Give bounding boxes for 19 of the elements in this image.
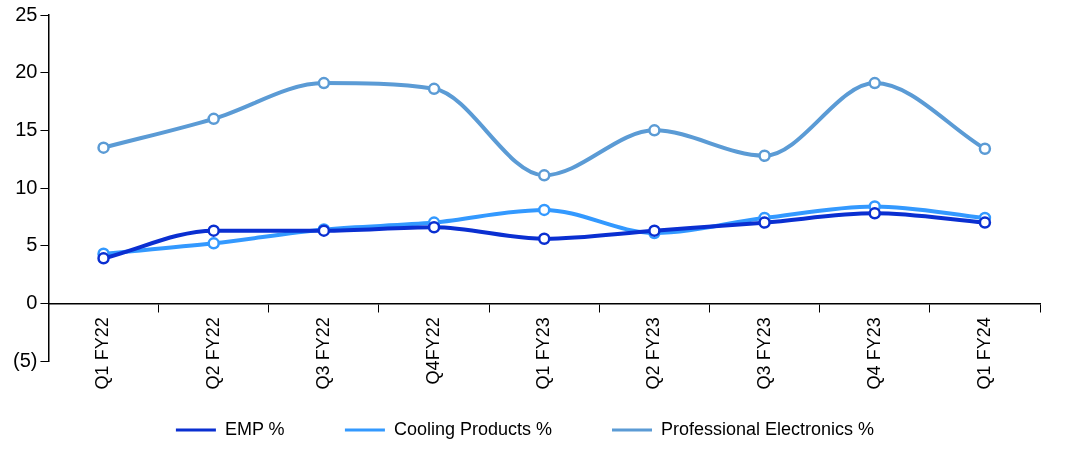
x-tick-label: Q1 FY22 [92,317,113,390]
x-tick-label: Q4FY22 [423,317,444,385]
legend-label: Professional Electronics % [661,418,875,439]
y-tick-label: 20 [15,60,38,83]
x-tick-label: Q3 FY22 [312,317,333,390]
y-tick-label: 10 [15,175,38,198]
legend-label: Cooling Products % [393,418,553,439]
y-tick-label: 5 [26,233,38,256]
y-tick-label: 25 [15,2,38,25]
y-tick-label: (5) [12,348,38,371]
x-tick-label: Q1 FY23 [533,317,554,390]
x-tick-label: Q3 FY23 [753,317,774,390]
x-tick-label: Q4 FY23 [863,317,884,390]
y-tick-label: 15 [15,117,38,140]
x-tick-label: Q1 FY24 [973,317,994,390]
legend-label: EMP % [224,418,285,439]
x-tick-label: Q2 FY22 [202,317,223,390]
y-tick-label: 0 [26,290,38,313]
x-tick-label: Q2 FY23 [643,317,664,390]
